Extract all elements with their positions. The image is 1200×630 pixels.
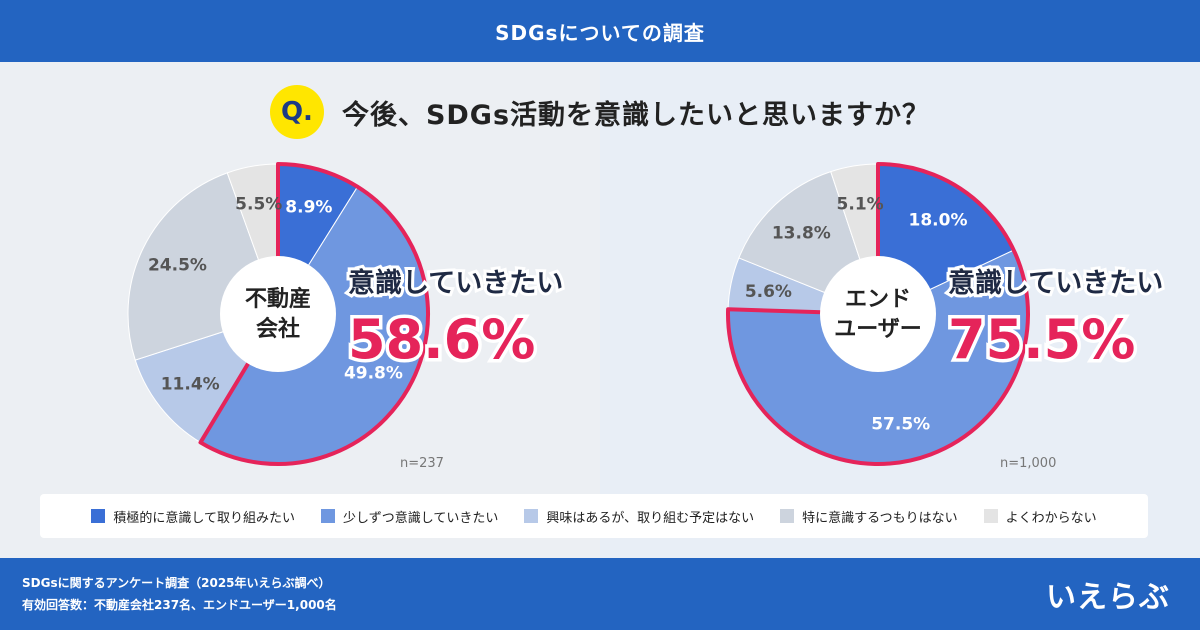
- legend-item: 特に意識するつもりはない: [780, 507, 958, 526]
- page-title: SDGsについての調査: [495, 20, 705, 45]
- slice-value-label: 49.8%: [344, 364, 403, 384]
- donut-charts: 不動産会社 8.9% 49.8% 11.4% 24.5% 5.5% 意識していきたい 58.6…: [127, 162, 1166, 471]
- legend: 積極的に意識して取り組みたい 少しずつ意識していきたい 興味はあるが、取り組む予定は…: [40, 494, 1148, 538]
- legend-item: 積極的に意識して取り組みたい: [91, 507, 295, 526]
- slice-value-label: 8.9%: [285, 197, 332, 217]
- respondent-count-text: 有効回答数：不動産会社237名、エンドユーザー1,000名: [22, 598, 337, 612]
- center-label: エンド: [845, 287, 911, 312]
- donut-chart: エンドユーザー 18.0% 57.5% 5.6% 13.8% 5.1% 意識していきたい 75…: [726, 162, 1166, 471]
- slice-value-label: 5.5%: [235, 195, 282, 215]
- center-label: 会社: [256, 316, 300, 342]
- legend-swatch: [91, 509, 106, 523]
- donut-hole: [220, 256, 336, 372]
- slice-value-label: 5.1%: [837, 194, 884, 214]
- donut-hole: [820, 256, 936, 372]
- legend-swatch: [321, 509, 335, 523]
- question-badge: Q.: [269, 85, 324, 139]
- legend-label: よくわからない: [1005, 510, 1097, 526]
- footer-bar: SDGsに関するアンケート調査（2025年いえらぶ調べ） 有効回答数：不動産会社…: [0, 558, 1200, 630]
- legend-swatch: [780, 509, 795, 523]
- survey-source-text: SDGsに関するアンケート調査（2025年いえらぶ調べ）: [22, 576, 331, 590]
- legend-swatch: [983, 509, 998, 523]
- center-label: ユーザー: [834, 317, 922, 342]
- sample-size-label: n=237: [400, 456, 444, 471]
- highlight-label: 意識していきたい: [348, 267, 563, 299]
- legend-label: 積極的に意識して取り組みたい: [113, 510, 295, 526]
- slice-value-label: 18.0%: [909, 210, 968, 230]
- header-bar: SDGsについての調査: [0, 0, 1200, 62]
- donut-chart: 不動産会社 8.9% 49.8% 11.4% 24.5% 5.5% 意識していきたい 58.6…: [127, 162, 566, 471]
- legend-label: 特に意識するつもりはない: [802, 510, 958, 526]
- slice-value-label: 57.5%: [871, 415, 930, 435]
- highlight-value: 75.5%: [948, 308, 1135, 371]
- slice-value-label: 24.5%: [148, 256, 207, 276]
- legend-swatch: [524, 509, 539, 523]
- slice-value-label: 11.4%: [161, 375, 220, 395]
- highlight-outline: [198, 162, 430, 466]
- center-label: 不動産: [245, 286, 311, 312]
- slice-value-label: 5.6%: [745, 282, 792, 302]
- question-text: 今後、SDGs活動を意識したいと思いますか？: [341, 99, 931, 131]
- question-row: Q. 今後、SDGs活動を意識したいと思いますか？: [0, 84, 1200, 140]
- slice-value-label: 13.8%: [772, 223, 831, 243]
- highlight-label: 意識していきたい: [948, 267, 1163, 299]
- legend-label: 興味はあるが、取り組む予定はない: [546, 510, 755, 526]
- ierabu-logo: いえらぶ: [1046, 580, 1170, 615]
- legend-item: 少しずつ意識していきたい: [321, 507, 498, 526]
- legend-label: 少しずつ意識していきたい: [343, 510, 499, 526]
- legend-item: よくわからない: [983, 507, 1097, 526]
- highlight-outline: [726, 162, 1030, 466]
- sample-size-label: n=1,000: [1000, 456, 1056, 471]
- highlight-value: 58.6%: [348, 308, 535, 371]
- legend-item: 興味はあるが、取り組む予定はない: [524, 507, 754, 526]
